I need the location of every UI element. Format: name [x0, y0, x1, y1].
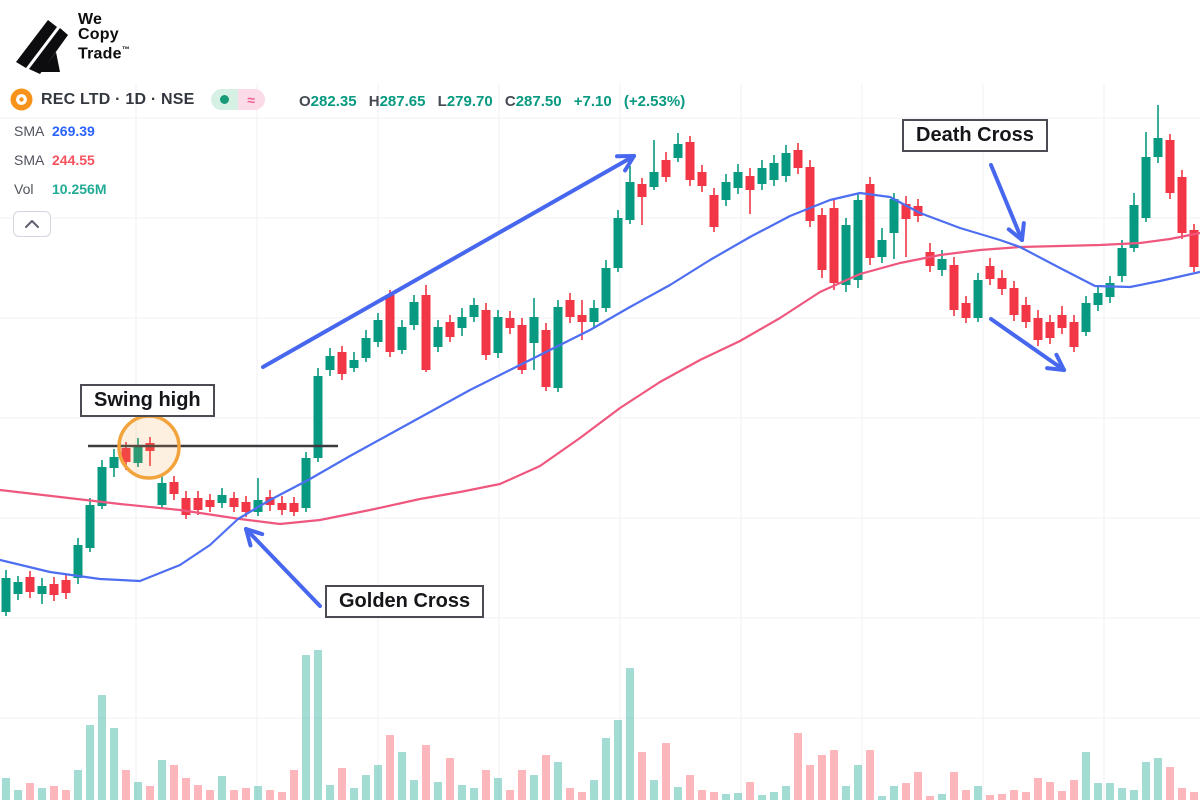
- sma-slow-line: [0, 231, 1200, 526]
- open-value: 282.35: [310, 93, 357, 110]
- indicator-toggle[interactable]: ≈: [210, 89, 265, 110]
- swing-high-circle: [117, 414, 181, 480]
- sma-slow-label: SMA: [14, 152, 45, 168]
- volume-row[interactable]: Vol 10.256M: [14, 181, 106, 197]
- change-value: +7.10: [573, 93, 612, 110]
- indicator-legend: SMA 269.39 SMA 244.55 Vol 10.256M: [14, 123, 106, 210]
- volume-label: Vol: [14, 181, 34, 197]
- toggle-approx-segment[interactable]: ≈: [237, 89, 265, 110]
- high-label: H: [368, 93, 380, 110]
- swing-high-label: Swing high: [80, 384, 215, 417]
- close-value: 287.50: [515, 93, 562, 110]
- annotation-arrows: [244, 154, 1066, 608]
- chevron-up-icon: [25, 220, 39, 228]
- sma-slow-row[interactable]: SMA 244.55: [14, 152, 106, 168]
- low-value: 279.70: [446, 93, 493, 110]
- volume-value: 10.256M: [52, 181, 107, 197]
- brand-logo-text: We Copy Trade™: [78, 11, 130, 63]
- golden-cross-arrow: [244, 527, 322, 608]
- change-percent: (+2.53%): [623, 93, 686, 110]
- symbol-logo-icon: [10, 88, 33, 111]
- green-dot-icon: [219, 95, 229, 104]
- sma-fast-row[interactable]: SMA 269.39: [14, 123, 106, 139]
- toggle-on-segment[interactable]: [210, 89, 238, 110]
- brand-logo-icon: [16, 20, 68, 74]
- sma-fast-value: 269.39: [52, 123, 95, 139]
- golden-cross-label: Golden Cross: [325, 585, 485, 618]
- death-cross-arrow: [989, 163, 1024, 242]
- candles: [1, 105, 1199, 616]
- brand-logo: We Copy Trade™: [12, 10, 130, 76]
- symbol-title[interactable]: REC LTD · 1D · NSE: [41, 90, 195, 108]
- sma-fast-label: SMA: [14, 123, 45, 139]
- uptrend-arrow: [261, 154, 636, 369]
- close-label: C: [504, 93, 516, 110]
- open-label: O: [299, 93, 311, 110]
- volume-bars: [2, 650, 1198, 800]
- low-label: L: [437, 93, 447, 110]
- symbol-header: REC LTD · 1D · NSE ≈: [10, 88, 265, 111]
- grid-lines: [0, 84, 1200, 800]
- downtrend-arrow: [989, 317, 1066, 372]
- sma-fast-line: [0, 191, 1200, 583]
- ohlc-readout: O282.35 H287.65 L279.70 C287.50 +7.10 (+…: [299, 93, 685, 110]
- sma-slow-value: 244.55: [52, 152, 95, 168]
- death-cross-label: Death Cross: [902, 119, 1048, 152]
- high-value: 287.65: [379, 93, 426, 110]
- collapse-legend-button[interactable]: [13, 211, 51, 237]
